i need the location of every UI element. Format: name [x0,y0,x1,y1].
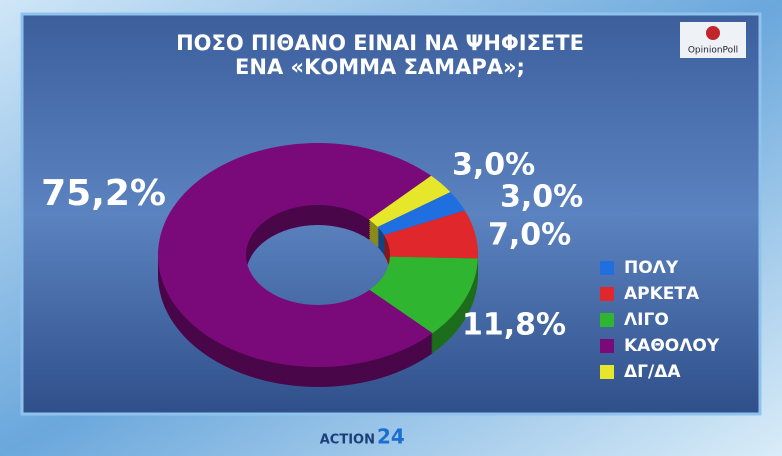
pollster-logo-mark [706,26,720,40]
legend-label: ΑΡΚΕΤΑ [624,284,700,304]
slice [158,143,433,367]
channel-logo: ACTION [320,433,375,448]
donut [158,143,479,388]
legend-swatch [600,339,614,353]
slice [369,256,478,334]
value-label: 7,0% [488,218,571,253]
legend-label: ΔΓ/ΔΑ [624,362,681,382]
value-label: 3,0% [452,148,535,183]
pollster-logo: OpinionPoll [688,46,738,56]
legend-label: ΛΙΓΟ [624,310,669,330]
legend-label: ΠΟΛΥ [624,258,679,278]
legend-swatch [600,261,614,275]
title-line: ΕΝΑ «ΚΟΜΜΑ ΣΑΜΑΡΑ»; [235,55,525,79]
slice [384,210,479,259]
legend-label: ΚΑΘΟΛΟΥ [624,336,720,356]
legend-swatch [600,365,614,379]
value-label: 75,2% [41,173,166,214]
channel-logo-number: 24 [377,425,405,449]
legend-swatch [600,287,614,301]
legend-swatch [600,313,614,327]
slice [368,175,451,227]
value-label: 3,0% [500,180,583,215]
title-line: ΠΟΣΟ ΠΙΘΑΝΟ ΕΙΝΑΙ ΝΑ ΨΗΦΙΣΕΤΕ [176,31,584,55]
slice [377,192,465,236]
value-label: 11,8% [462,308,566,343]
